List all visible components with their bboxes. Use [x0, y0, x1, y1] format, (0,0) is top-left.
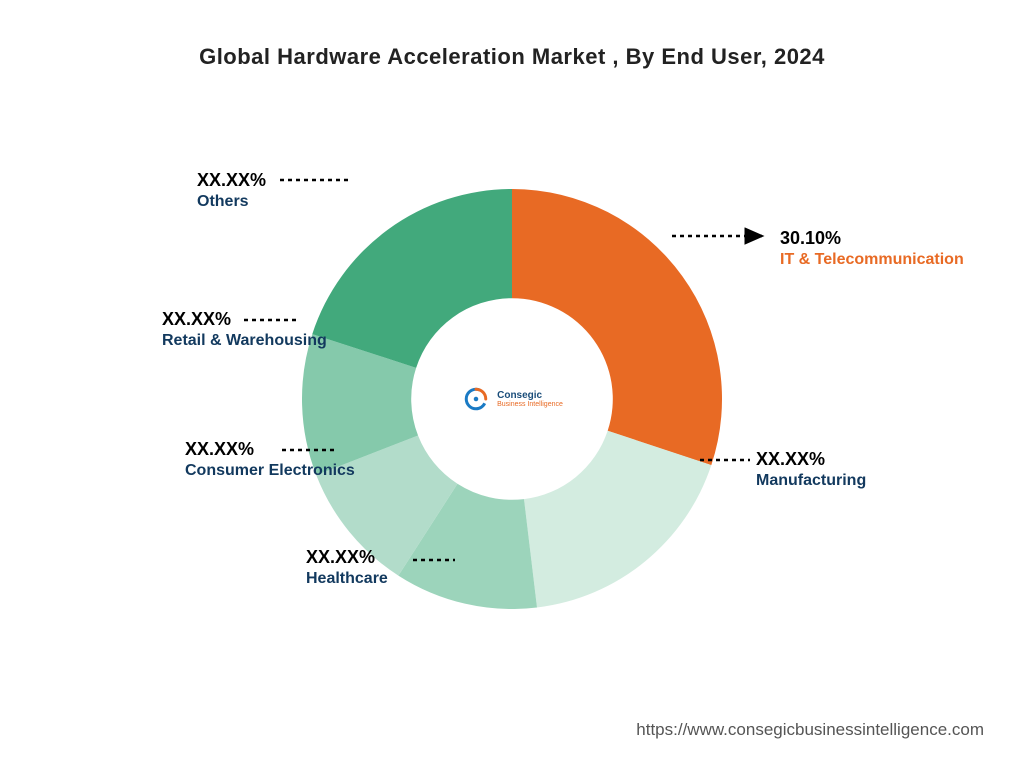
callout-pct-manufacturing: XX.XX% — [756, 448, 866, 471]
logo-main-text: Consegic — [497, 390, 563, 401]
slice-others — [312, 189, 512, 368]
callout-pct-others: XX.XX% — [197, 169, 266, 192]
callout-pct-healthcare: XX.XX% — [306, 546, 388, 569]
callout-pct-retail: XX.XX% — [162, 308, 327, 331]
callout-it: 30.10%IT & Telecommunication — [780, 227, 964, 271]
center-logo: Consegic Business Intelligence — [447, 369, 577, 429]
callout-retail: XX.XX%Retail & Warehousing — [162, 308, 327, 352]
callout-label-others: Others — [197, 192, 266, 213]
callout-label-retail: Retail & Warehousing — [162, 331, 327, 352]
callout-manufacturing: XX.XX%Manufacturing — [756, 448, 866, 492]
callout-pct-consumer: XX.XX% — [185, 438, 355, 461]
slice-manufacturing — [524, 431, 711, 608]
callout-pct-it: 30.10% — [780, 227, 964, 250]
chart-title: Global Hardware Acceleration Market , By… — [0, 44, 1024, 70]
callout-others: XX.XX%Others — [197, 169, 266, 213]
logo-sub-text: Business Intelligence — [497, 401, 563, 409]
logo-text: Consegic Business Intelligence — [497, 390, 563, 409]
logo-dot — [474, 397, 479, 402]
callout-label-manufacturing: Manufacturing — [756, 471, 866, 492]
callout-consumer: XX.XX%Consumer Electronics — [185, 438, 355, 482]
footer-url: https://www.consegicbusinessintelligence… — [636, 720, 984, 740]
callout-label-consumer: Consumer Electronics — [185, 461, 355, 482]
logo-icon — [461, 384, 491, 414]
callout-label-healthcare: Healthcare — [306, 569, 388, 590]
callout-label-it: IT & Telecommunication — [780, 250, 964, 271]
callout-healthcare: XX.XX%Healthcare — [306, 546, 388, 590]
